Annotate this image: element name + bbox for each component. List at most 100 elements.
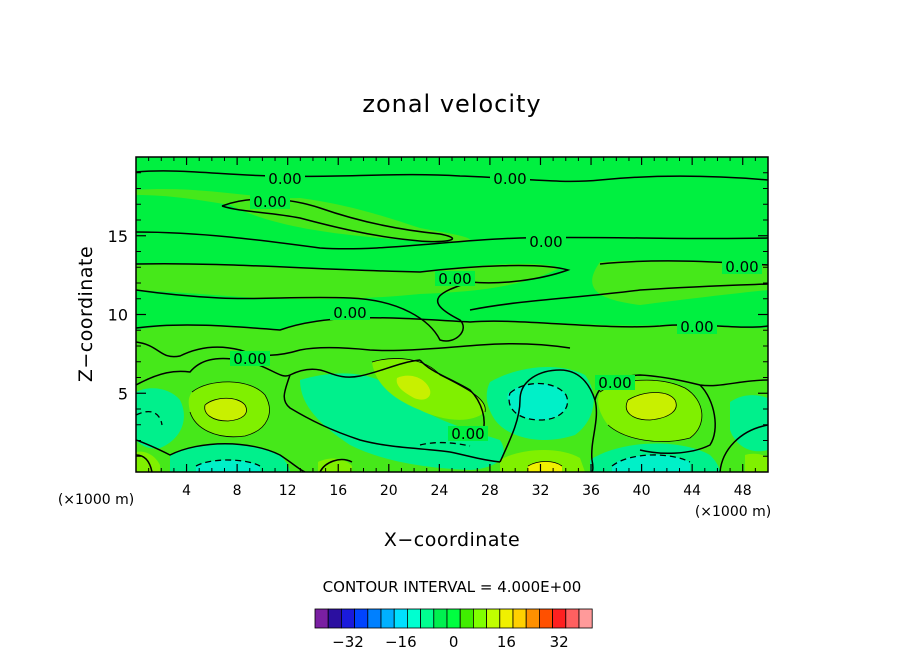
x-tick-label: 4 xyxy=(182,483,191,499)
colorbar xyxy=(314,608,593,629)
contour-fill-yg-3 xyxy=(626,392,677,420)
x-tick-label: 16 xyxy=(329,483,347,499)
contour-label: 0.00 xyxy=(268,170,301,188)
contour-line xyxy=(221,198,454,243)
contour-line-thin xyxy=(625,392,677,421)
contour-label-bg xyxy=(265,171,305,186)
contour-label: 0.00 xyxy=(680,318,713,336)
colorbar-swatch xyxy=(486,608,501,629)
contour-label-bg xyxy=(526,234,566,249)
contour-label: 0.00 xyxy=(253,193,286,211)
contour-fill-yg-2 xyxy=(396,375,431,400)
colorbar-swatch xyxy=(433,608,448,629)
thin-contours xyxy=(189,358,703,467)
colorbar-swatch xyxy=(499,608,514,629)
chart-title: zonal velocity xyxy=(362,90,541,118)
colorbar-swatch xyxy=(459,608,474,629)
contour-label-bg xyxy=(722,259,762,274)
x-tick-label: 28 xyxy=(481,483,499,499)
contour-label-bg xyxy=(677,319,717,334)
x-tick-label: 36 xyxy=(582,483,600,499)
contour-label: 0.00 xyxy=(598,374,631,392)
contour-line xyxy=(136,454,153,472)
colorbar-swatch xyxy=(420,608,435,629)
contour-line xyxy=(283,374,501,463)
contour-label: 0.00 xyxy=(725,258,758,276)
contour-label: 0.00 xyxy=(529,233,562,251)
colorbar-swatch xyxy=(393,608,408,629)
contour-fill-yg-1 xyxy=(204,398,247,421)
contour-line-negative xyxy=(611,454,691,467)
y-axis-label: Z−coordinate xyxy=(75,246,97,382)
contour-label-bg xyxy=(330,305,370,320)
contour-line xyxy=(719,424,768,472)
x-tick-label: 32 xyxy=(532,483,550,499)
colorbar-swatch xyxy=(327,608,342,629)
contour-interval-text: CONTOUR INTERVAL = 4.000E+00 xyxy=(323,578,582,596)
negative-contours xyxy=(136,382,691,467)
contour-fill-band-upper xyxy=(136,188,470,242)
x-axis-label: X−coordinate xyxy=(384,529,520,551)
contour-label-bg xyxy=(448,426,488,441)
contour-label-bg xyxy=(250,194,290,209)
contour-line xyxy=(469,283,768,311)
x-tick-label: 48 xyxy=(734,483,752,499)
contour-label-bg xyxy=(595,375,635,390)
contour-fill-cyan-left xyxy=(136,388,184,449)
contour-label: 0.00 xyxy=(438,270,471,288)
contour-fill-core-2 xyxy=(612,454,690,472)
contour-fill-core-1 xyxy=(507,383,568,420)
colorbar-swatch xyxy=(472,608,487,629)
contour-label: 0.00 xyxy=(233,350,266,368)
contour-line xyxy=(136,170,768,183)
x-tick-label: 8 xyxy=(233,483,242,499)
contour-label-bg xyxy=(230,351,270,366)
contour-line-thin xyxy=(599,379,703,442)
contour-line xyxy=(499,369,598,472)
colorbar-tick-label: 32 xyxy=(550,633,569,651)
x-tick-label: 20 xyxy=(380,483,398,499)
contour-label-bg xyxy=(490,171,530,186)
contour-fill-lime-bottom xyxy=(500,449,585,472)
x-tick-label: 40 xyxy=(633,483,651,499)
y-tick-label: 10 xyxy=(108,306,128,325)
contour-line-thin xyxy=(204,397,247,422)
contour-line-thin xyxy=(527,461,563,467)
contour-fill-lime-right-edge xyxy=(745,453,768,472)
contour-line xyxy=(419,359,485,441)
colorbar-swatch xyxy=(578,608,593,629)
colorbar-swatch xyxy=(539,608,554,629)
colorbar-swatch xyxy=(314,608,329,629)
contour-lines xyxy=(136,170,768,472)
contour-line xyxy=(136,262,571,342)
contour-line xyxy=(639,384,716,455)
x-tick-label: 44 xyxy=(683,483,701,499)
contour-line-thin xyxy=(371,358,486,413)
x-tick-label: 12 xyxy=(279,483,297,499)
contour-line xyxy=(136,231,768,250)
contour-line xyxy=(136,341,571,358)
contour-line-negative xyxy=(136,411,163,426)
x-unit-left: (×1000 m) xyxy=(58,492,134,508)
colorbar-swatch xyxy=(512,608,527,629)
contour-fill-cyan-center xyxy=(300,373,504,470)
contour-fill-lime-mid-bottom xyxy=(318,458,352,472)
contour-label: 0.00 xyxy=(451,425,484,443)
x-tick-label: 24 xyxy=(430,483,448,499)
contour-line xyxy=(136,439,306,472)
contour-line-negative xyxy=(195,459,261,467)
colorbar-swatch xyxy=(354,608,369,629)
colorbar-tick-label: 16 xyxy=(497,633,516,651)
plot-area: 0.00 0.00 0.00 0.00 0.00 0.00 0.00 0.00 0.00 0.00… xyxy=(135,156,769,473)
colorbar-swatch xyxy=(525,608,540,629)
colorbar-swatch xyxy=(406,608,421,629)
colorbar-tick-label: −16 xyxy=(385,633,417,651)
colorbar-swatch xyxy=(565,608,580,629)
y-tick-label: 15 xyxy=(108,227,128,246)
colorbar-swatch xyxy=(367,608,382,629)
contour-label: 0.00 xyxy=(493,170,526,188)
colorbar-tick-label: 0 xyxy=(449,633,459,651)
contour-line-thin xyxy=(189,381,270,438)
